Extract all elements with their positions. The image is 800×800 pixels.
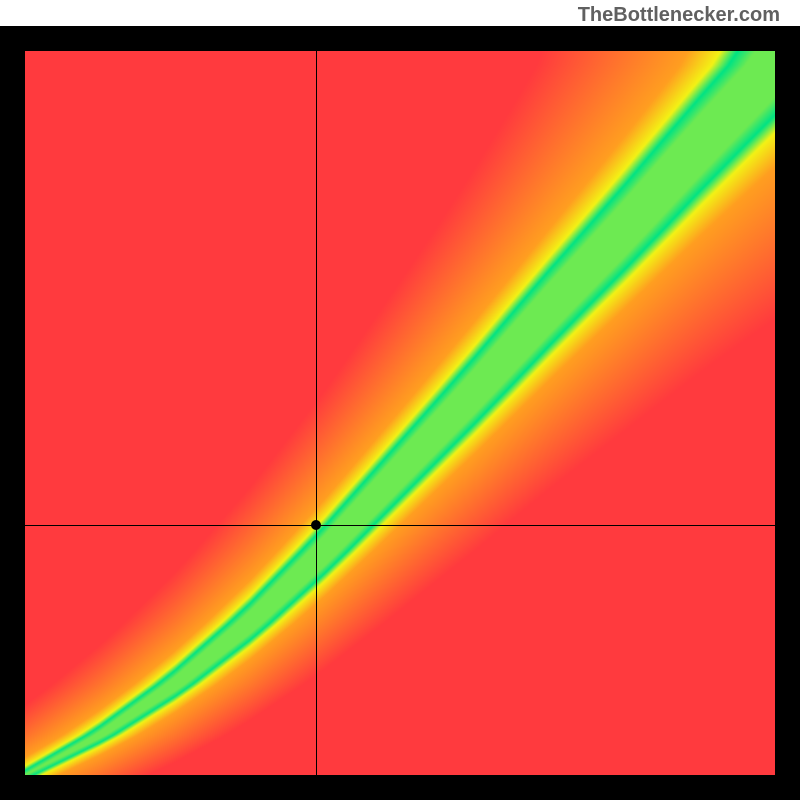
crosshair-vertical xyxy=(316,51,317,775)
bottleneck-heatmap-plot xyxy=(25,51,775,775)
crosshair-dot xyxy=(311,520,321,530)
watermark-text: TheBottlenecker.com xyxy=(578,4,780,27)
crosshair-horizontal xyxy=(25,525,775,526)
chart-outer-frame xyxy=(0,26,800,800)
gradient-canvas xyxy=(25,51,775,775)
